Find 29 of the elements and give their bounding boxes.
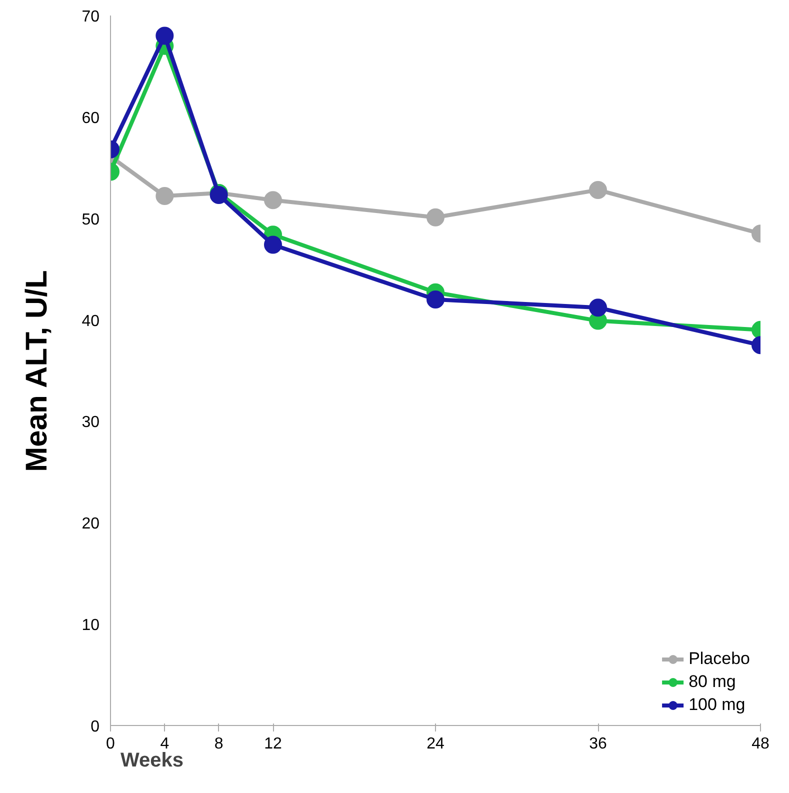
y-tick-label: 50 <box>82 211 100 228</box>
x-tick-label: 12 <box>264 736 282 752</box>
point <box>210 186 228 204</box>
point <box>264 236 282 254</box>
y-tick-label: 30 <box>82 414 100 432</box>
y-tick-label: 60 <box>82 110 100 127</box>
y-tick-label: 10 <box>82 617 100 634</box>
x-tick-label: 8 <box>214 736 224 752</box>
y-tick-label: 20 <box>82 516 100 533</box>
legend-label: Placebo <box>688 649 750 669</box>
legend-label: 80 mg <box>688 672 736 692</box>
x-tick-label: 36 <box>589 736 607 752</box>
legend-label: 100 mg <box>688 695 746 715</box>
x-tick-label: 48 <box>752 736 770 752</box>
x-tick-label: 0 <box>106 736 116 752</box>
point <box>589 180 607 199</box>
point <box>426 290 444 308</box>
point <box>156 26 174 45</box>
x-tick-label: 4 <box>160 736 170 752</box>
x-axis-title: Weeks <box>120 750 184 772</box>
y-axis-title: Mean ALT, U/L <box>20 270 54 472</box>
point <box>589 298 607 317</box>
y-tick-label: 0 <box>90 718 100 736</box>
point <box>156 187 174 206</box>
point <box>264 191 282 210</box>
y-tick-label: 40 <box>82 312 100 330</box>
point <box>426 208 444 226</box>
x-tick-label: 24 <box>426 736 444 752</box>
y-tick-label: 70 <box>82 8 100 26</box>
